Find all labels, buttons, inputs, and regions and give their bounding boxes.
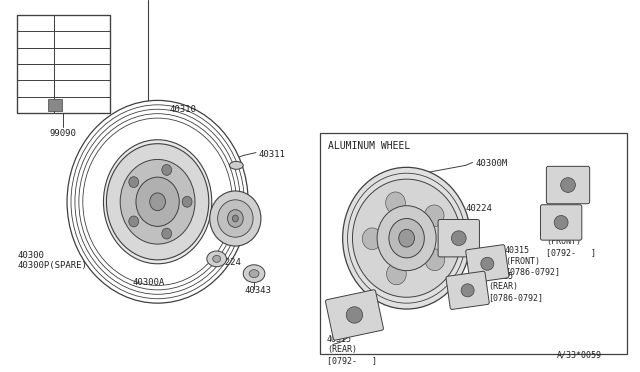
Ellipse shape — [389, 218, 424, 258]
Ellipse shape — [150, 193, 166, 211]
Ellipse shape — [399, 229, 415, 247]
Text: 40343: 40343 — [244, 286, 271, 295]
Ellipse shape — [424, 205, 444, 227]
FancyBboxPatch shape — [540, 205, 582, 240]
Bar — [49, 99, 62, 111]
Ellipse shape — [182, 196, 192, 207]
Bar — [17, 15, 110, 113]
Ellipse shape — [120, 160, 195, 244]
Ellipse shape — [386, 192, 405, 214]
Bar — [17, 48, 110, 64]
Ellipse shape — [162, 228, 172, 239]
Ellipse shape — [387, 263, 406, 285]
Circle shape — [346, 307, 363, 323]
Ellipse shape — [227, 210, 243, 227]
Ellipse shape — [67, 100, 248, 303]
Bar — [17, 15, 110, 113]
Circle shape — [481, 257, 494, 270]
Ellipse shape — [162, 164, 172, 175]
Ellipse shape — [218, 200, 253, 237]
Ellipse shape — [91, 127, 225, 276]
FancyBboxPatch shape — [446, 271, 489, 310]
Ellipse shape — [136, 177, 179, 227]
Ellipse shape — [230, 161, 243, 169]
Text: 40224: 40224 — [214, 258, 241, 267]
FancyBboxPatch shape — [438, 219, 479, 257]
Text: 40300M: 40300M — [476, 160, 508, 169]
Ellipse shape — [99, 136, 217, 268]
Ellipse shape — [249, 270, 259, 278]
Text: 40315
(FRONT)
[0786-0792]: 40315 (FRONT) [0786-0792] — [505, 246, 560, 276]
Ellipse shape — [79, 114, 236, 290]
Circle shape — [451, 231, 466, 246]
Text: 40300: 40300 — [18, 251, 45, 260]
Ellipse shape — [129, 177, 139, 187]
Ellipse shape — [243, 265, 265, 282]
Text: 99090: 99090 — [50, 129, 77, 138]
Text: ALUMINUM WHEEL: ALUMINUM WHEEL — [328, 141, 410, 151]
Ellipse shape — [353, 179, 461, 297]
Ellipse shape — [377, 206, 436, 271]
FancyBboxPatch shape — [547, 166, 589, 204]
Ellipse shape — [104, 140, 212, 264]
Text: 40224Z: 40224Z — [551, 193, 584, 202]
Ellipse shape — [71, 105, 244, 299]
Text: 40315
(FRONT)
[0792-   ]: 40315 (FRONT) [0792- ] — [547, 227, 596, 257]
Circle shape — [461, 284, 474, 297]
Text: A/33*0059: A/33*0059 — [557, 350, 602, 359]
Ellipse shape — [232, 215, 238, 222]
Text: 40224: 40224 — [466, 204, 493, 213]
Text: 40315
(REAR)
[0792-   ]: 40315 (REAR) [0792- ] — [327, 335, 377, 365]
Text: 40300P(SPARE): 40300P(SPARE) — [18, 261, 88, 270]
Text: 40311: 40311 — [259, 150, 286, 158]
Ellipse shape — [95, 131, 221, 272]
Ellipse shape — [83, 118, 232, 285]
Ellipse shape — [75, 109, 240, 294]
Ellipse shape — [87, 122, 228, 281]
Ellipse shape — [212, 256, 221, 262]
Ellipse shape — [129, 216, 139, 227]
Bar — [320, 133, 627, 354]
Text: 40300A: 40300A — [133, 278, 165, 286]
Circle shape — [554, 215, 568, 230]
FancyBboxPatch shape — [326, 290, 383, 340]
Ellipse shape — [106, 144, 209, 260]
Ellipse shape — [362, 228, 382, 250]
Ellipse shape — [342, 167, 470, 309]
FancyBboxPatch shape — [466, 245, 509, 283]
Text: 40310: 40310 — [170, 105, 196, 114]
Ellipse shape — [210, 191, 261, 246]
Ellipse shape — [425, 249, 445, 270]
Text: 40315
(REAR)
[0786-0792]: 40315 (REAR) [0786-0792] — [488, 272, 543, 302]
Circle shape — [561, 178, 575, 192]
Ellipse shape — [207, 251, 227, 267]
